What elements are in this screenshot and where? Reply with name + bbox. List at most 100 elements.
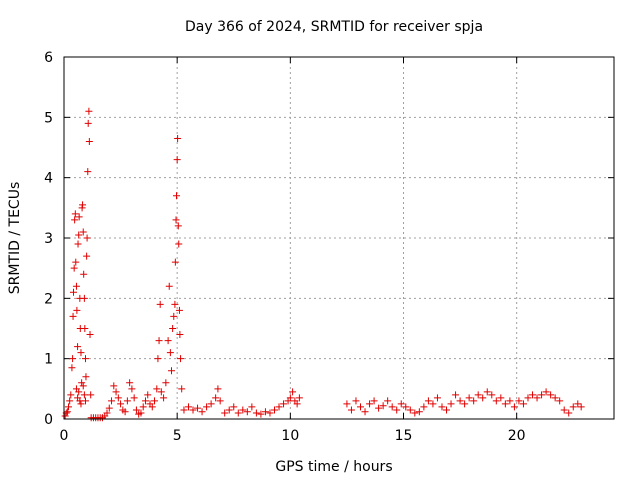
data-point: [71, 210, 79, 218]
data-point: [266, 409, 274, 417]
data-point: [84, 119, 92, 127]
data-point: [280, 400, 288, 408]
data-point: [156, 300, 164, 308]
data-point: [171, 300, 179, 308]
data-point: [370, 397, 378, 405]
data-point: [75, 231, 83, 239]
y-tick-label: 4: [44, 171, 53, 187]
data-point: [72, 258, 80, 266]
data-point: [492, 397, 500, 405]
data-point: [524, 394, 532, 402]
data-point: [286, 394, 294, 402]
data-point: [67, 391, 75, 399]
data-point: [78, 379, 86, 387]
data-point: [194, 404, 202, 412]
data-point: [397, 400, 405, 408]
data-point: [483, 388, 491, 396]
data-point: [388, 403, 396, 411]
data-point: [551, 394, 559, 402]
data-point: [289, 388, 297, 396]
data-point: [103, 409, 111, 417]
data-point: [479, 394, 487, 402]
data-point: [154, 355, 162, 363]
data-point: [577, 403, 585, 411]
data-point: [470, 397, 478, 405]
data-point: [212, 394, 220, 402]
data-point: [207, 400, 215, 408]
data-point: [74, 343, 82, 351]
data-point: [80, 294, 88, 302]
data-point: [70, 288, 78, 296]
data-point: [165, 282, 173, 290]
plot-frame: [63, 56, 615, 420]
data-point: [69, 355, 77, 363]
y-tick-labels: 0 1 2 3 4 5 6: [44, 50, 53, 428]
data-point: [130, 394, 138, 402]
data-point: [295, 394, 303, 402]
x-tick-label: 0: [60, 428, 69, 444]
data-point: [565, 409, 573, 417]
data-point: [506, 397, 514, 405]
data-point: [366, 400, 374, 408]
data-point: [141, 397, 149, 405]
data-point: [80, 391, 88, 399]
data-point: [176, 331, 184, 339]
data-point: [352, 397, 360, 405]
data-point: [239, 406, 247, 414]
data-point: [415, 408, 423, 416]
y-tick-label: 3: [44, 231, 53, 247]
data-point: [63, 408, 71, 416]
data-point: [203, 403, 211, 411]
data-point: [169, 325, 177, 332]
data-point: [80, 270, 88, 278]
data-point: [461, 400, 469, 408]
data-point: [474, 391, 482, 399]
data-point: [497, 394, 505, 402]
y-tick-label: 0: [44, 412, 53, 428]
data-point: [221, 409, 229, 417]
data-point: [275, 403, 283, 411]
x-tick-labels: 0 5 10 15 20: [60, 428, 526, 444]
data-point: [85, 137, 93, 145]
data-point: [128, 385, 136, 393]
data-point: [108, 397, 116, 405]
data-point: [74, 240, 82, 248]
data-point: [71, 216, 79, 224]
data-point: [72, 282, 80, 290]
data-point: [538, 391, 546, 399]
data-point: [79, 382, 87, 390]
data-point: [519, 400, 527, 408]
data-point: [175, 240, 183, 248]
data-point: [66, 397, 74, 405]
data-point: [248, 403, 256, 411]
data-point: [452, 391, 460, 399]
y-axis-title: SRMTID / TECUs: [7, 182, 23, 295]
y-tick-label: 1: [44, 352, 53, 368]
data-point: [178, 385, 186, 393]
data-point: [393, 406, 401, 414]
data-point: [252, 409, 260, 417]
data-point: [86, 331, 94, 339]
chart-title: Day 366 of 2024, SRMTID for receiver spj…: [185, 19, 483, 35]
data-point: [542, 388, 550, 396]
data-point: [438, 403, 446, 411]
data-point: [384, 397, 392, 405]
data-point: [85, 107, 93, 115]
data-point: [293, 400, 301, 408]
data-point: [155, 337, 163, 345]
data-point: [73, 306, 81, 314]
data-point: [501, 400, 509, 408]
data-point: [189, 406, 197, 414]
data-point: [424, 397, 432, 405]
data-point: [343, 400, 351, 408]
x-tick-label: 15: [395, 428, 413, 444]
data-point: [184, 403, 192, 411]
data-point: [447, 400, 455, 408]
data-point: [81, 325, 89, 332]
x-tick-label: 20: [508, 428, 526, 444]
data-point: [162, 379, 170, 387]
data-point: [173, 156, 181, 164]
data-point: [357, 403, 365, 411]
data-point: [117, 400, 125, 408]
data-point: [172, 192, 180, 200]
